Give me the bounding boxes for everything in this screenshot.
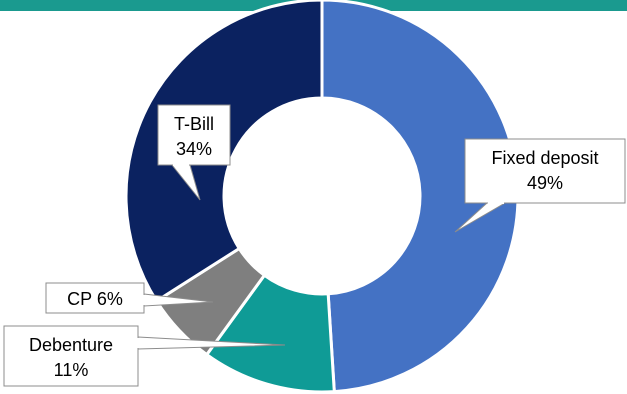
callout-box: [157, 104, 231, 166]
callout-box: [45, 282, 145, 314]
slice-percent: 34%: [176, 139, 212, 159]
callout-box: [464, 138, 626, 204]
slice-label: Debenture: [29, 335, 113, 355]
slice-label: T-Bill: [174, 114, 214, 134]
slice-label-percent: CP 6%: [67, 289, 123, 309]
callout-fixed-deposit: Fixed deposit 49%: [454, 138, 626, 233]
callout-debenture: Debenture 11%: [3, 325, 286, 387]
callout-box: [3, 325, 139, 387]
slice-percent: 49%: [527, 173, 563, 193]
slice-percent: 11%: [54, 360, 89, 380]
slice-fixed-deposit: [320, 0, 520, 394]
callout-cp: CP 6%: [45, 282, 214, 314]
callout-t-bill: T-Bill 34%: [157, 104, 231, 201]
slice-label: Fixed deposit: [491, 148, 598, 168]
